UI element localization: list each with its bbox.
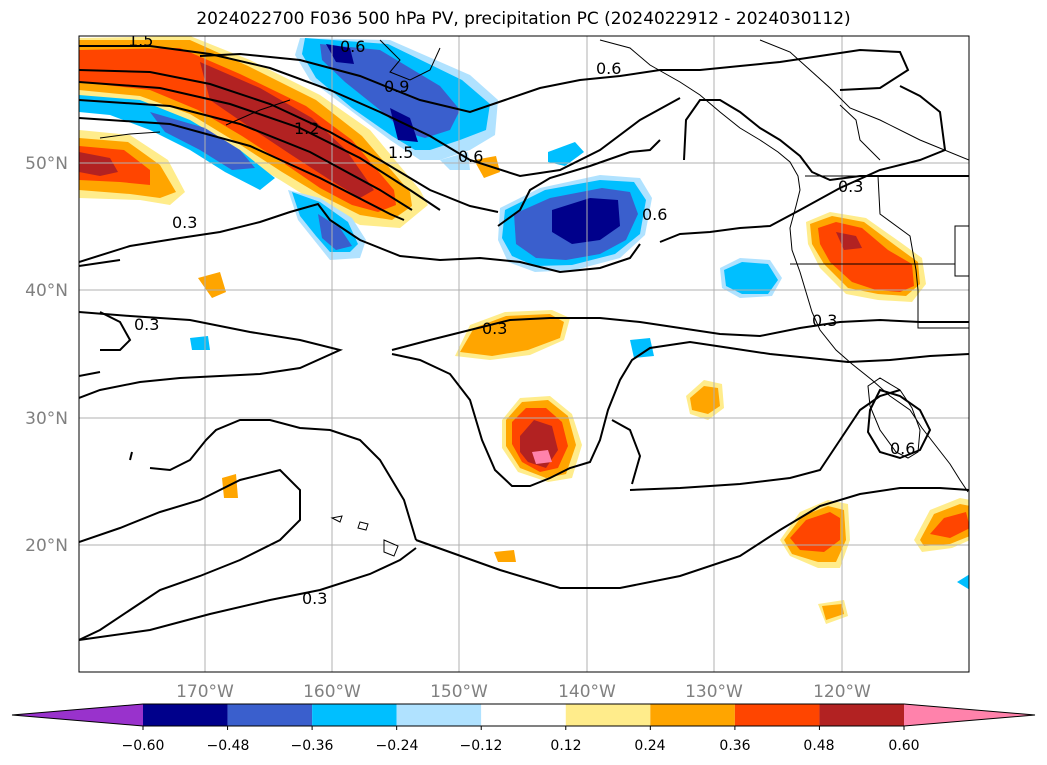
lon-label: 140°W — [558, 682, 616, 702]
contour-label: 0.3 — [134, 315, 159, 334]
latitude-labels: 50°N 40°N 30°N 20°N — [25, 154, 68, 556]
colorbar-segment — [819, 704, 904, 726]
colorbar-segments — [11, 703, 1036, 730]
lon-label: 150°W — [430, 682, 488, 702]
gridlines — [79, 36, 969, 672]
colorbar-tick-labels: −0.60 −0.48 −0.36 −0.24 −0.12 0.12 0.24 … — [122, 738, 920, 754]
contour-label: 1.5 — [388, 143, 413, 162]
contour-label: 1.5 — [128, 31, 153, 50]
negative-blob-north — [295, 38, 498, 160]
map-content: 1.5 0.6 0.9 1.2 1.5 0.6 0.6 0.6 0.3 0.3 … — [79, 31, 969, 672]
colorbar-tick-label: −0.60 — [122, 738, 165, 754]
colorbar-segment — [143, 704, 228, 726]
lon-label: 160°W — [303, 682, 361, 702]
lon-label: 120°W — [813, 682, 871, 702]
colorbar-tick-label: −0.48 — [207, 738, 250, 754]
contour-labels: 1.5 0.6 0.9 1.2 1.5 0.6 0.6 0.6 0.3 0.3 … — [128, 31, 915, 608]
contour-label: 0.3 — [812, 311, 837, 330]
lat-label: 40°N — [25, 281, 68, 301]
colorbar-tick-label: −0.12 — [460, 738, 503, 754]
positive-blob-west — [79, 130, 185, 205]
colorbar-extend-min — [12, 704, 143, 726]
lat-label: 20°N — [25, 536, 68, 556]
contour-label: 0.3 — [172, 213, 197, 232]
colorbar-segment — [396, 704, 482, 726]
colorbar-segment — [481, 704, 566, 726]
colorbar-segment — [650, 704, 735, 726]
colorbar-tick-label: 0.48 — [803, 738, 834, 754]
colorbar-segment — [734, 704, 820, 726]
contour-label: 0.6 — [890, 439, 915, 458]
contour-label: 0.3 — [838, 177, 863, 196]
colorbar-segment — [565, 704, 651, 726]
map-title: 2024022700 F036 500 hPa PV, precipitatio… — [196, 9, 851, 29]
colorbar-tick-label: 0.36 — [719, 738, 750, 754]
colorbar-extend-max — [904, 704, 1035, 726]
longitude-labels: 170°W 160°W 150°W 140°W 130°W 120°W — [176, 682, 871, 702]
colorbar: −0.60 −0.48 −0.36 −0.24 −0.12 0.12 0.24 … — [11, 703, 1036, 754]
contour-label: 0.6 — [596, 59, 621, 78]
contour-label: 0.6 — [340, 37, 365, 56]
colorbar-tick-label: 0.60 — [888, 738, 919, 754]
contour-label: 0.6 — [642, 205, 667, 224]
colorbar-tick-label: 0.24 — [634, 738, 665, 754]
colorbar-tick-label: −0.36 — [291, 738, 334, 754]
contour-label: 1.2 — [294, 119, 319, 138]
coastlines — [99, 39, 969, 557]
contour-label: 0.6 — [458, 147, 483, 166]
lat-label: 50°N — [25, 154, 68, 174]
lon-label: 170°W — [176, 682, 234, 702]
contour-label: 0.3 — [302, 589, 327, 608]
pv-contours — [79, 45, 969, 641]
lat-label: 30°N — [25, 409, 68, 429]
colorbar-segment — [312, 704, 397, 726]
negative-blob-central — [498, 175, 652, 272]
colorbar-tick-label: −0.24 — [376, 738, 419, 754]
map-border — [78, 35, 970, 673]
colorbar-segment — [227, 704, 313, 726]
contour-label: 0.9 — [384, 77, 409, 96]
shaded-anomalies — [79, 36, 969, 624]
contour-label: 0.3 — [482, 319, 507, 338]
lon-label: 130°W — [685, 682, 743, 702]
colorbar-tick-label: 0.12 — [550, 738, 581, 754]
